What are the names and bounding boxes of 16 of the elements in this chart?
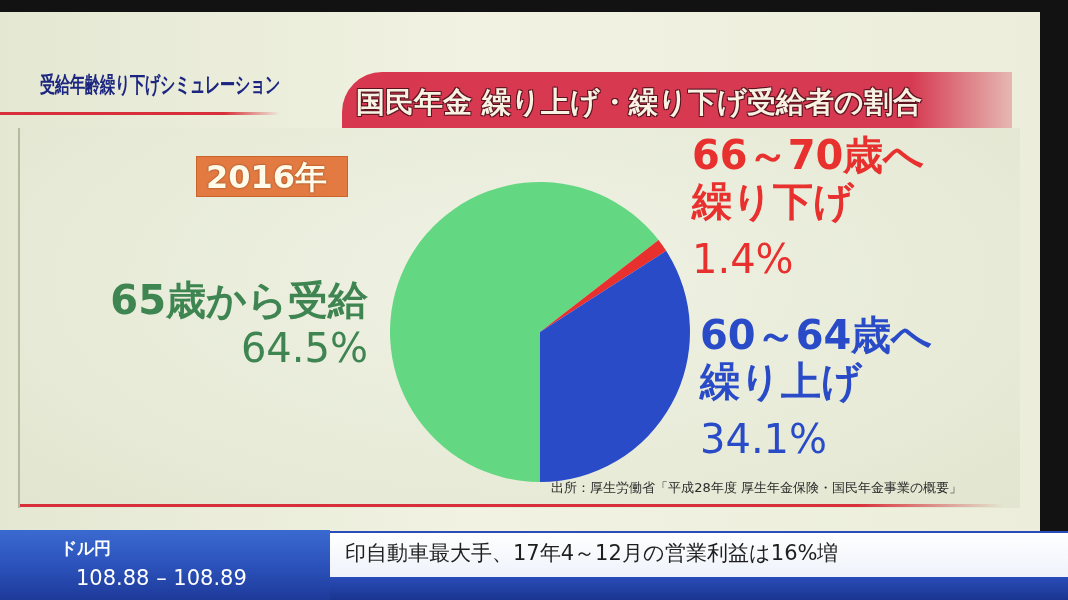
slice-label: 66～70歳へ繰り下げ: [692, 132, 926, 224]
text: 印自動車最大手、17年4～12月の営業利益は16%増: [345, 541, 839, 567]
text: 出所：厚生労働省「平成28年度 厚生年金保険・国民年金事業の概要」: [551, 480, 962, 496]
chart-subtitle: 受給年齢繰り下げシミュレーション: [40, 72, 280, 100]
pie-slice: [540, 250, 690, 482]
data-label: 34.1%: [700, 416, 829, 462]
slice-label: 60～64歳へ繰り上げ: [700, 312, 934, 404]
text: ドル円: [60, 538, 111, 559]
chart-title: 国民年金 繰り上げ・繰り下げ受給者の割合: [356, 84, 923, 121]
text: 108.88 – 108.89: [76, 566, 247, 592]
text: 2016年: [206, 158, 328, 197]
data-label: 64.5%: [239, 325, 368, 371]
pie-slice: [390, 182, 659, 482]
slice-label: 65歳から受給: [109, 277, 368, 323]
data-label: 1.4%: [692, 236, 795, 282]
pie-slice: [540, 240, 667, 332]
